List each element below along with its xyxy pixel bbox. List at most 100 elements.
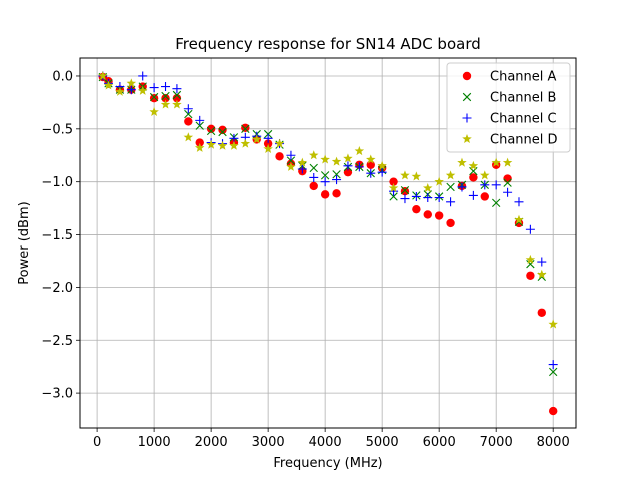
data-point-channel-d — [491, 157, 501, 167]
data-point-channel-a — [195, 138, 204, 147]
data-point-channel-b — [503, 178, 512, 187]
data-point-channel-a — [389, 177, 398, 186]
data-point-channel-b — [389, 192, 398, 201]
y-tick-label: −0.5 — [41, 122, 73, 137]
data-point-channel-b — [161, 91, 170, 101]
legend-marker-channel-d — [462, 134, 472, 144]
series-channel-c — [98, 71, 558, 370]
data-point-channel-c — [195, 115, 205, 125]
data-point-channel-b — [172, 90, 182, 100]
data-point-channel-c — [423, 193, 433, 203]
data-point-channel-a — [469, 173, 478, 182]
data-point-channel-a — [503, 174, 512, 183]
data-point-channel-d — [286, 161, 296, 171]
data-point-channel-a — [366, 160, 375, 169]
legend: Channel A Channel B Channel C Channel D — [446, 62, 571, 153]
data-point-channel-a — [332, 189, 341, 198]
data-point-channel-b — [491, 198, 501, 208]
data-point-channel-d — [400, 170, 410, 180]
data-point-channel-b — [320, 171, 330, 180]
data-point-channel-c — [320, 177, 330, 187]
data-point-channel-c — [263, 133, 273, 143]
data-point-channel-c — [183, 104, 193, 114]
data-point-channel-c — [525, 224, 535, 234]
data-point-channel-d — [229, 140, 239, 150]
data-point-channel-d — [263, 143, 273, 153]
y-axis-label: Power (dBm) — [17, 201, 32, 284]
data-point-channel-c — [514, 197, 524, 207]
data-point-channel-d — [525, 254, 536, 264]
data-point-channel-b — [549, 367, 558, 377]
data-point-channel-d — [172, 99, 182, 109]
data-point-channel-d — [343, 153, 353, 163]
data-point-channel-c — [343, 161, 353, 171]
data-point-channel-a — [309, 181, 318, 191]
data-point-channel-d — [434, 176, 444, 186]
x-tick-label: 8000 — [537, 435, 570, 450]
data-point-channel-c — [149, 83, 159, 93]
data-point-channel-d — [480, 170, 490, 180]
data-point-channel-d — [331, 156, 342, 166]
x-tick-label: 3000 — [252, 435, 285, 450]
data-point-channel-d — [457, 157, 467, 167]
data-point-channel-a — [218, 125, 227, 135]
data-point-channel-a — [320, 190, 330, 199]
data-point-channel-b — [206, 126, 216, 136]
data-point-channel-c — [400, 194, 410, 204]
data-point-channel-d — [445, 170, 456, 180]
data-point-channel-a — [241, 123, 250, 132]
data-point-channel-c — [480, 180, 490, 190]
x-tick-label: 4000 — [309, 435, 342, 450]
legend-label-channel-b: Channel B — [490, 91, 556, 106]
data-point-channel-d — [98, 70, 108, 81]
data-point-channel-b — [149, 92, 159, 102]
data-point-channel-a — [275, 152, 284, 161]
data-point-channel-c — [434, 193, 444, 203]
data-point-channel-d — [320, 154, 330, 164]
data-point-channel-a — [400, 187, 410, 196]
legend-label-channel-c: Channel C — [490, 112, 557, 127]
data-point-channel-d — [423, 183, 433, 193]
data-point-channel-a — [548, 406, 558, 416]
y-tick-label: −1.5 — [41, 228, 73, 243]
data-point-channel-d — [502, 157, 513, 167]
data-point-channel-d — [388, 183, 399, 193]
legend-box — [446, 62, 571, 153]
data-point-channel-a — [172, 93, 182, 103]
legend-marker-channel-b — [462, 92, 472, 102]
data-point-channel-c — [468, 190, 478, 200]
data-point-channel-a — [161, 93, 170, 103]
data-point-channel-d — [514, 214, 524, 224]
data-point-channel-d — [537, 269, 547, 279]
data-point-channel-b — [446, 182, 455, 192]
chart-title: Frequency response for SN14 ADC board — [175, 35, 481, 53]
data-point-channel-b — [241, 124, 250, 134]
data-point-channel-b — [526, 259, 535, 269]
data-point-channel-a — [184, 117, 193, 126]
x-tick-label: 0 — [93, 435, 101, 450]
data-point-channel-d — [468, 160, 479, 170]
data-point-channel-c — [457, 182, 467, 192]
data-point-channel-d — [115, 86, 125, 96]
data-point-channel-a — [412, 204, 421, 214]
data-point-channel-a — [343, 167, 353, 177]
x-tick-label: 5000 — [366, 435, 399, 450]
data-point-channel-a — [446, 218, 455, 228]
data-point-channel-b — [184, 109, 193, 119]
data-point-channel-c — [503, 187, 513, 197]
data-point-channel-a — [263, 139, 273, 148]
data-point-channel-d — [240, 138, 251, 148]
legend-label-channel-d: Channel D — [490, 133, 558, 148]
data-point-channel-c — [548, 360, 558, 370]
data-point-channel-a — [423, 210, 432, 219]
data-point-channel-c — [446, 197, 456, 207]
data-point-channel-a — [206, 124, 216, 134]
data-point-channel-c — [297, 164, 307, 174]
data-point-channel-b — [195, 121, 204, 130]
series-channel-d — [98, 70, 558, 329]
data-point-channel-c — [309, 172, 319, 182]
data-point-channel-d — [377, 160, 387, 170]
legend-marker-channel-c — [462, 113, 472, 123]
data-point-channel-c — [138, 71, 148, 81]
